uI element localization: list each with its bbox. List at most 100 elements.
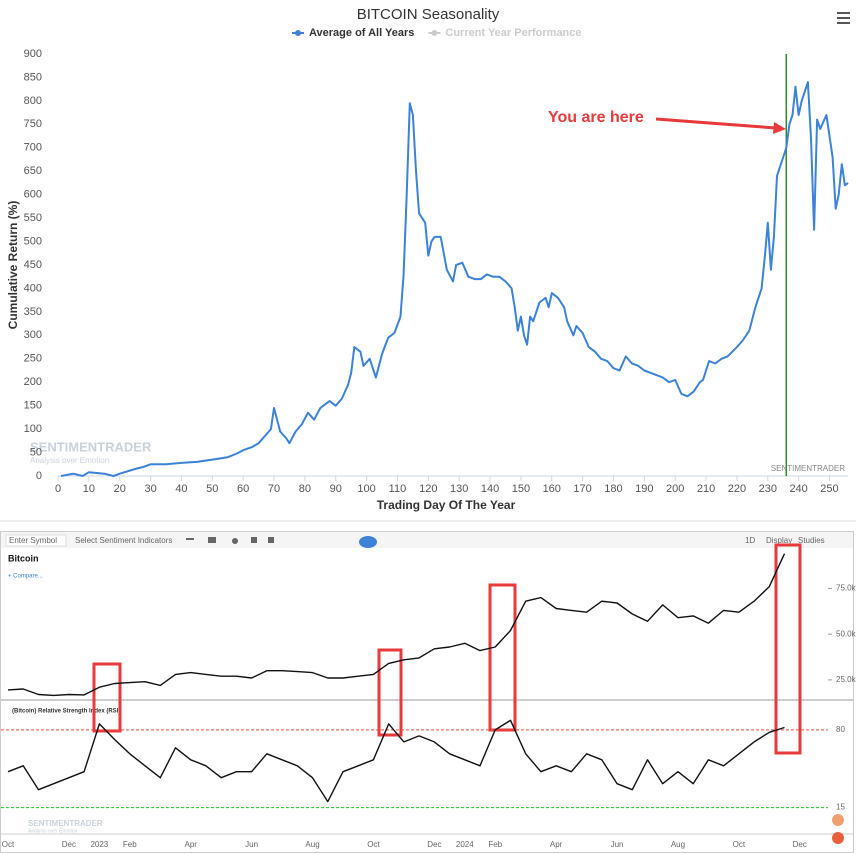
x-tick-label: 180 [604,483,622,495]
study-label: (Bitcoin) Relative Strength Index (RSI) [12,709,120,715]
y-tick-label: 700 [24,142,42,154]
y-tick-label: 50.0k [836,629,856,638]
x-tick-label: Aug [305,840,319,849]
y-tick-label: 500 [24,235,42,247]
chart-title: BITCOIN Seasonality [357,6,500,23]
y-tick-label: 100 [24,423,42,435]
x-tick-label: 70 [268,483,280,495]
x-tick-label: 100 [357,483,375,495]
x-tick-label: 210 [697,483,715,495]
y-tick-label: 750 [24,118,42,130]
panel-frame [0,531,854,853]
watermark: SENTIMENTRADER [28,819,103,828]
y2-tick-label: 80 [836,725,845,734]
x-tick-label: 130 [450,483,468,495]
toolbar [1,532,853,548]
legend-label: Average of All Years [309,27,414,39]
symbol-input[interactable] [5,534,67,547]
y-tick-label: 150 [24,400,42,412]
highlight-boxes [92,543,802,755]
x-tick-label: Oct [2,840,15,849]
toolbar-item[interactable]: Select Sentiment Indicators [75,536,172,545]
toolbar-item[interactable]: Enter Symbol [9,536,57,545]
x-tick-label: 2024 [456,840,474,849]
y-tick-label: 650 [24,165,42,177]
toolbar-icons[interactable] [186,537,274,544]
y-axis-label: Cumulative Return (%) [6,201,20,330]
x-tick-label: 90 [330,483,342,495]
x-tick-label: 80 [299,483,311,495]
x-tick-label: 0 [55,483,61,495]
x-tick-label: 250 [820,483,838,495]
x-tick-label: 220 [728,483,746,495]
x-tick-label: 170 [573,483,591,495]
series-line [7,719,785,803]
toolbar-item[interactable]: Display [766,536,792,545]
series-label: Bitcoin [8,553,39,563]
y-tick-label: 300 [24,329,42,341]
x-tick-label: Feb [123,840,137,849]
x-tick-label: 160 [543,483,561,495]
y-tick-label: 75.0k [836,584,856,593]
x-tick-label: Apr [550,840,563,849]
y-tick-label: 550 [24,212,42,224]
y-tick-label: 200 [24,376,42,388]
x-tick-label: 10 [83,483,95,495]
compare-link[interactable]: + Compare... [8,574,43,580]
x-tick-label: Dec [62,840,76,849]
legend-swatch [295,30,301,36]
x-tick-label: 140 [481,483,499,495]
x-tick-label: Apr [184,840,197,849]
toolbar-item[interactable]: Studies [798,536,825,545]
menu-icon[interactable] [837,12,850,24]
x-tick-label: 200 [666,483,684,495]
y-tick-label: 350 [24,306,42,318]
x-tick-label: 150 [512,483,530,495]
y-tick-label: 450 [24,259,42,271]
annotation-arrow [655,117,786,134]
watermark: SENTIMENTRADER [771,464,845,473]
x-tick-label: Oct [733,840,746,849]
y-tick-label: 600 [24,189,42,201]
y-tick-label: 0 [36,470,42,482]
watermark-tagline: Analysis over Emotion [30,456,109,465]
toggle[interactable] [359,536,377,548]
x-tick-label: 190 [635,483,653,495]
x-tick-label: 40 [175,483,187,495]
series-line [60,81,849,477]
x-tick-label: 110 [389,483,407,495]
x-tick-label: 50 [206,483,218,495]
badge[interactable] [832,814,844,826]
badge[interactable] [832,832,844,844]
x-tick-label: Jun [611,840,624,849]
series-line [7,553,786,697]
legend-label: Current Year Performance [445,27,581,39]
x-tick-label: 240 [789,483,807,495]
x-tick-label: Oct [367,840,380,849]
x-tick-label: Dec [793,840,807,849]
y-tick-label: 50 [30,446,42,458]
y-tick-label: 25.0k [836,675,856,684]
y-tick-label: 900 [24,48,42,60]
toolbar-item[interactable]: 1D [745,536,755,545]
x-tick-label: 60 [237,483,249,495]
annotation: You are here [548,109,644,126]
watermark: SENTIMENTRADER [30,439,152,454]
x-tick-label: Jun [245,840,258,849]
x-tick-label: 30 [144,483,156,495]
x-axis-label: Trading Day Of The Year [377,498,516,512]
legend-swatch [431,30,438,36]
x-tick-label: 230 [759,483,777,495]
x-tick-label: 20 [114,483,126,495]
y-tick-label: 250 [24,353,42,365]
y2-tick-label: 15 [836,803,845,812]
watermark-tagline: Analysis over Emotion [28,828,78,834]
x-tick-label: 2023 [90,840,108,849]
x-tick-label: Feb [488,840,502,849]
x-tick-label: Dec [427,840,441,849]
x-tick-label: Aug [671,840,685,849]
y-tick-label: 850 [24,71,42,83]
y-tick-label: 800 [24,95,42,107]
y-tick-label: 400 [24,282,42,294]
